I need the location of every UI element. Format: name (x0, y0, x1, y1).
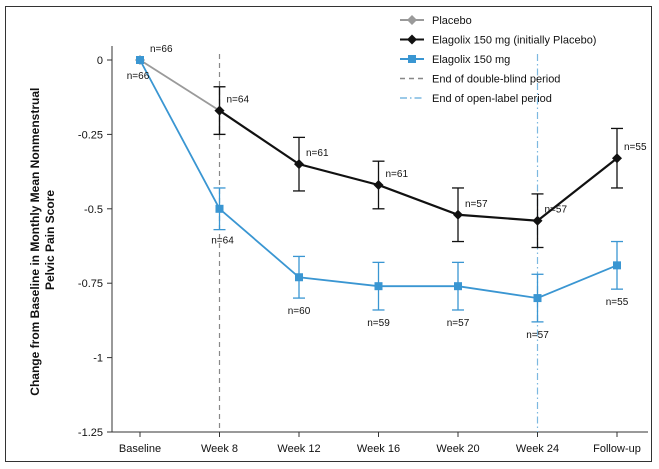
n-label: n=55 (606, 297, 629, 308)
chart-frame (5, 6, 652, 462)
data-point (373, 179, 384, 190)
plot-area: n=64 n=61 n=61 n=57 n=57 n=55 n=66 n=64 n=60 n=59… (127, 44, 647, 341)
legend-entry: Elagolix 150 mg (initially Placebo) (400, 34, 596, 47)
y-tick-label: -1 (93, 353, 103, 365)
data-point (374, 282, 383, 291)
reference-lines (218, 54, 539, 432)
n-label: n=59 (367, 318, 390, 329)
y-tick-label: -0.75 (78, 278, 103, 290)
legend-entry: End of double-blind period (400, 74, 560, 86)
n-label: n=64 (211, 236, 234, 247)
y-tick-label: -1.25 (78, 427, 103, 439)
x-tick-label: Week 12 (277, 443, 320, 455)
x-tick-label: Baseline (119, 443, 161, 455)
n-label: n=60 (288, 306, 311, 317)
legend-entry: Elagolix 150 mg (400, 54, 510, 66)
legend-label: End of double-blind period (432, 74, 560, 86)
n-label: n=64 (227, 95, 250, 106)
legend-label: Placebo (432, 15, 472, 27)
series-line (139, 59, 220, 112)
y-axis-label-line-1: Change from Baseline in Monthly Mean Non… (28, 88, 42, 396)
data-point (215, 204, 224, 213)
legend: Placebo Elagolix 150 mg (initially Placeb… (400, 15, 596, 105)
x-tick-label: Week 16 (357, 443, 400, 455)
n-label: n=66 (127, 71, 150, 82)
data-point (454, 282, 462, 291)
n-label: n=61 (386, 169, 409, 180)
n-label: n=57 (447, 318, 470, 329)
n-label: n=61 (306, 148, 329, 159)
n-label: n=57 (526, 330, 549, 341)
data-point (136, 56, 144, 64)
axes: 0 -0.25 -0.5 -0.75 -1 -1.25 Baseline Week 8 Week… (78, 46, 648, 455)
x-tick-label: Week 8 (201, 443, 238, 455)
legend-label: Elagolix 150 mg (432, 54, 510, 66)
series-line (218, 109, 618, 222)
y-axis-label: Change from Baseline in Monthly Mean Non… (28, 84, 57, 395)
data-point (532, 215, 543, 226)
n-label: n=57 (545, 205, 568, 216)
y-tick-label: -0.5 (84, 204, 103, 216)
x-tick-label: Week 20 (436, 443, 479, 455)
data-point (214, 105, 225, 116)
x-tick-label: Week 24 (516, 443, 559, 455)
data-point (294, 159, 304, 170)
legend-entry: End of open-label period (400, 93, 552, 105)
series-0 (135, 55, 226, 136)
series-1 (213, 86, 623, 249)
legend-marker (408, 55, 416, 63)
y-tick-label: 0 (97, 55, 103, 67)
x-tick-label: Follow-up (593, 443, 641, 455)
legend-entry: Placebo (400, 15, 472, 27)
data-point (613, 261, 621, 270)
data-point (295, 273, 303, 282)
legend-marker (407, 34, 417, 45)
n-label: n=55 (624, 142, 647, 153)
legend-label: Elagolix 150 mg (initially Placebo) (432, 35, 596, 47)
n-label-baseline-top: n=66 (150, 44, 173, 55)
y-axis-label-line-2: Pelvic Pain Score (43, 190, 57, 290)
data-point (453, 209, 463, 220)
y-tick-label: -0.25 (78, 129, 103, 141)
series-2 (136, 56, 623, 323)
data-point (533, 294, 542, 303)
legend-label: End of open-label period (432, 93, 552, 105)
n-labels: n=64 n=61 n=61 n=57 n=57 n=55 n=66 n=64 n=60 n=59… (127, 44, 647, 341)
n-label: n=57 (465, 199, 488, 210)
legend-marker (407, 15, 417, 25)
data-point (612, 153, 622, 164)
